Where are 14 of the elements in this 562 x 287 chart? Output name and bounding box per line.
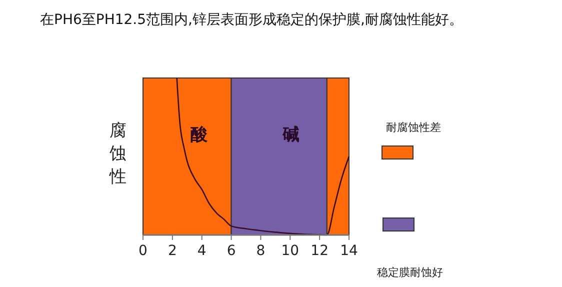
x-tick-label: 0 <box>138 243 148 259</box>
text: 耐腐蚀性差 <box>386 121 441 134</box>
x-tick-label: 2 <box>168 243 177 259</box>
x-tick-label: 6 <box>226 243 236 259</box>
y-axis-title: 腐蚀性 <box>108 121 126 187</box>
text: 稳定膜耐蚀好 <box>377 266 443 279</box>
x-tick-label: 8 <box>256 243 266 259</box>
x-tick-label: 12 <box>310 243 328 259</box>
band-label: 碱 <box>282 125 300 145</box>
x-tick-label: 10 <box>281 243 300 259</box>
band-label: 酸 <box>190 125 209 145</box>
chart-title: 在PH6至PH12.5范围内,锌层表面形成稳定的保护膜,耐腐蚀性能好。 <box>40 12 463 28</box>
x-tick-label: 14 <box>340 243 358 259</box>
x-tick-label: 4 <box>197 243 206 259</box>
